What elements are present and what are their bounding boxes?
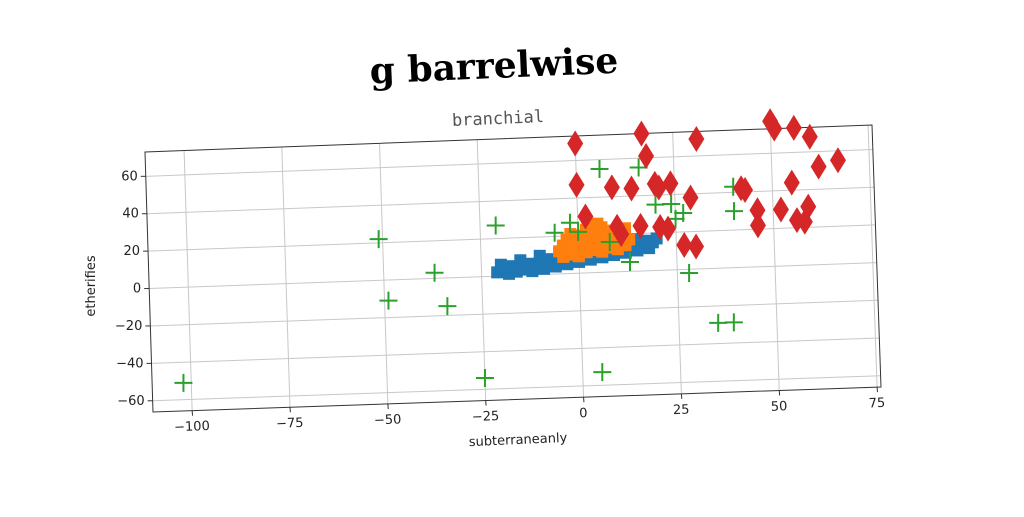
data-point <box>593 363 611 381</box>
y-tick-label: −60 <box>117 394 144 409</box>
data-point <box>688 126 704 152</box>
data-point <box>495 259 507 271</box>
data-point <box>709 314 727 332</box>
y-gridline <box>150 300 878 326</box>
x-gridline <box>868 125 877 387</box>
x-gridline <box>770 129 779 391</box>
y-axis-label: etherifies <box>84 255 99 316</box>
data-point <box>646 196 664 214</box>
data-point <box>514 254 526 266</box>
y-tick-label: 40 <box>122 207 139 222</box>
x-gridline <box>380 143 388 404</box>
x-tick-label: −100 <box>174 419 210 435</box>
data-point <box>786 115 802 141</box>
data-point <box>633 121 649 147</box>
x-gridline <box>184 151 192 411</box>
data-point <box>662 170 678 196</box>
data-point <box>476 369 494 387</box>
data-point <box>623 176 639 202</box>
x-tick-label: 0 <box>579 406 588 421</box>
chart-title: g barrelwise <box>369 40 619 93</box>
data-point <box>725 313 743 331</box>
y-gridline <box>153 376 881 401</box>
data-point <box>567 131 583 157</box>
data-point <box>379 292 397 310</box>
y-gridline <box>148 225 875 251</box>
plot-area: −100 −75 −50 −25 0 25 50 75 −60 −40 −20 0 20 40 60 <box>115 108 886 435</box>
data-point <box>591 160 609 178</box>
data-point <box>725 202 743 220</box>
y-tick-label: 0 <box>133 282 141 297</box>
data-point <box>680 264 698 282</box>
y-gridline <box>146 150 873 177</box>
x-tick-label: −75 <box>276 416 304 432</box>
y-tick-label: −20 <box>115 319 142 334</box>
x-tick-label: 25 <box>673 403 690 419</box>
x-tick-label: 75 <box>868 396 885 412</box>
data-point <box>569 172 585 198</box>
data-point <box>487 216 505 234</box>
data-point <box>370 230 388 248</box>
y-tick-label: −40 <box>116 356 143 371</box>
y-tick-label: 20 <box>124 244 141 259</box>
x-tick-label: 50 <box>771 399 788 415</box>
data-point <box>811 154 827 180</box>
data-point <box>174 374 192 392</box>
y-gridline <box>152 338 880 363</box>
x-tick-label: −50 <box>374 412 402 428</box>
data-point <box>682 185 698 211</box>
x-gridline <box>282 147 290 407</box>
data-point <box>591 218 603 230</box>
data-point <box>784 170 800 196</box>
data-point <box>638 143 654 169</box>
data-point <box>750 212 766 238</box>
y-tick-label: 60 <box>121 169 138 184</box>
x-gridline <box>477 140 485 401</box>
data-point <box>688 233 704 259</box>
data-point <box>662 195 680 213</box>
data-point <box>773 196 789 222</box>
x-tick-label: −25 <box>472 409 500 425</box>
chart-subtitle: branchial <box>452 107 545 131</box>
x-gridline <box>673 132 682 393</box>
data-point <box>438 297 456 315</box>
data-point <box>534 250 546 262</box>
x-axis-label: subterraneanly <box>468 431 567 450</box>
